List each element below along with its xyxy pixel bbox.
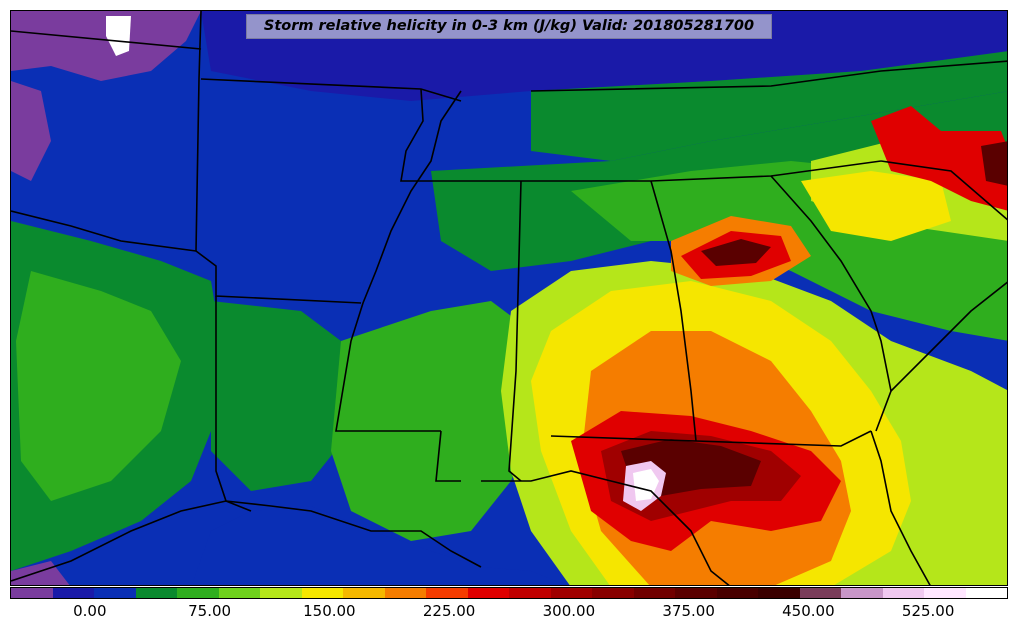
boundary-carolinas	[880, 160, 1007, 221]
boundary-west-line	[11, 210, 197, 252]
boundary-louisiana	[215, 296, 252, 512]
field-yellow-ne	[801, 171, 951, 241]
colorbar	[10, 587, 1008, 599]
colorbar-swatch	[758, 588, 800, 598]
map-title: Storm relative helicity in 0-3 km (J/kg)…	[246, 14, 772, 39]
field-red-ne	[871, 106, 1007, 211]
colorbar-swatch	[384, 588, 426, 598]
colorbar-swatch	[965, 588, 1007, 598]
colorbar-swatch	[260, 588, 302, 598]
colorbar-swatch	[467, 588, 509, 598]
map-panel	[10, 10, 1008, 586]
field-white-nw	[106, 16, 131, 56]
colorbar-swatch	[426, 588, 468, 598]
field-maroon-band	[701, 239, 771, 266]
colorbar-swatch	[218, 588, 260, 598]
colorbar-tick-label: 450.00	[782, 602, 835, 620]
colorbar-ticks: 0.00 75.00 150.00 225.00 300.00 375.00 450.00 5…	[10, 599, 1008, 629]
boundary-top-east	[195, 11, 362, 304]
colorbar-swatch	[799, 588, 841, 598]
boundary-missouri-east	[400, 88, 882, 182]
colorbar-swatch	[675, 588, 717, 598]
colorbar-swatch	[924, 588, 966, 598]
colorbar-swatch	[509, 588, 551, 598]
boundary-gulf-coast	[481, 470, 730, 585]
colorbar-tick-label: 375.00	[662, 602, 715, 620]
colorbar-tick-label: 300.00	[542, 602, 596, 620]
colorbar-swatch	[841, 588, 883, 598]
colorbar-tick-label: 525.00	[901, 602, 955, 620]
colorbar-swatch	[52, 588, 94, 598]
boundary-alabama-east	[650, 180, 697, 442]
field-maroon-ne	[981, 141, 1007, 186]
colorbar-swatch	[94, 588, 136, 598]
boundary-tennessee-north	[530, 60, 1007, 92]
colorbar-swatch	[633, 588, 675, 598]
boundary-florida-north	[550, 430, 872, 447]
colorbar-swatch	[550, 588, 592, 598]
boundary-florida-east	[870, 430, 931, 585]
field-dark-green-mid	[211, 301, 351, 491]
colorbar-swatch	[11, 588, 53, 598]
colorbar-swatch	[882, 588, 924, 598]
state-boundaries	[11, 11, 1007, 585]
boundary-texas-coast	[11, 500, 482, 582]
boundary-atlantic	[890, 281, 1007, 392]
colorbar-tick-label: 0.00	[73, 602, 107, 620]
gulf-water	[191, 506, 566, 585]
colorbar-tick-label: 75.00	[188, 602, 232, 620]
field-green-west	[16, 271, 181, 501]
colorbar-swatch	[592, 588, 634, 598]
colorbar-swatch	[177, 588, 219, 598]
colorbar-tick-label: 150.00	[303, 602, 356, 620]
colorbar-tick-label: 225.00	[422, 602, 476, 620]
helicity-map	[11, 11, 1007, 585]
colorbar-swatch	[135, 588, 177, 598]
boundary-alabama-west	[508, 180, 522, 482]
boundary-mississippi-river	[335, 90, 462, 432]
colorbar-swatch	[343, 588, 385, 598]
boundary-mississippi-state	[435, 430, 461, 482]
field-purple-nw	[11, 11, 201, 81]
boundary-north-line	[11, 30, 202, 50]
field-dark-green-ne	[531, 51, 1007, 161]
colorbar-swatch	[301, 588, 343, 598]
colorbar-swatch	[716, 588, 758, 598]
field-purple-w	[11, 81, 51, 181]
